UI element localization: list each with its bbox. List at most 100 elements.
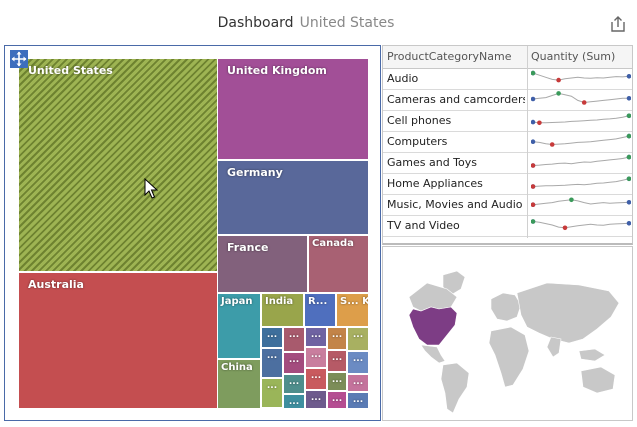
treemap-tile-item-23[interactable]: ... bbox=[305, 368, 327, 390]
treemap-tile-united-kingdom[interactable]: United Kingdom bbox=[217, 58, 369, 160]
quantity-sparkline bbox=[531, 219, 631, 231]
treemap-tile-item-27[interactable]: ... bbox=[305, 390, 327, 409]
world-map bbox=[408, 270, 620, 414]
treemap-tile-label: ... bbox=[310, 350, 322, 360]
product-grid[interactable]: ProductCategoryName Quantity (Sum) Audio… bbox=[382, 45, 633, 245]
sparkline-end-point bbox=[626, 96, 631, 101]
treemap-tile-label: ... bbox=[266, 330, 278, 340]
sparkline-line bbox=[532, 115, 630, 124]
sparkline-low-point bbox=[531, 163, 536, 168]
world-landmass bbox=[408, 270, 620, 414]
grid-row[interactable]: Music, Movies and Audio B... bbox=[383, 194, 632, 216]
treemap-tile-label: ... bbox=[288, 355, 300, 365]
treemap-tile-label: India bbox=[265, 296, 294, 307]
header-product-category[interactable]: ProductCategoryName bbox=[387, 50, 512, 63]
treemap-tile-label: ... bbox=[310, 371, 322, 381]
treemap-tile-item-20[interactable]: ... bbox=[347, 351, 369, 374]
treemap-tile-item-25[interactable]: ... bbox=[347, 374, 369, 392]
treemap-tile-label: ... bbox=[266, 351, 278, 361]
treemap-tile-label: ... bbox=[266, 381, 278, 391]
sparkline-start-point bbox=[531, 119, 536, 125]
product-category-cell: Music, Movies and Audio B... bbox=[387, 198, 525, 211]
treemap-tile-label: China bbox=[221, 362, 253, 373]
treemap-tile-item-16[interactable]: ... bbox=[261, 348, 283, 378]
header-quantity-sum[interactable]: Quantity (Sum) bbox=[531, 50, 616, 63]
treemap-tile-label: R... bbox=[308, 296, 328, 307]
sparkline-end-point bbox=[626, 74, 631, 79]
grid-row[interactable]: Cameras and camcorders bbox=[383, 89, 632, 111]
dashboard-title: Dashboard United States bbox=[0, 15, 612, 31]
treemap-tile-label: Germany bbox=[227, 166, 283, 179]
treemap-tile-germany[interactable]: Germany bbox=[217, 160, 369, 235]
treemap-tile-item-17[interactable]: ... bbox=[283, 352, 305, 374]
treemap-tile-item-11[interactable]: ... bbox=[261, 327, 283, 348]
grid-column-divider bbox=[527, 46, 528, 238]
grid-row[interactable]: Games and Toys bbox=[383, 152, 632, 174]
grid-row[interactable]: Home Appliances bbox=[383, 173, 632, 195]
sparkline-low-point bbox=[531, 202, 536, 207]
treemap-tile-canada[interactable]: Canada bbox=[308, 235, 369, 293]
treemap-tile-item-21[interactable]: ... bbox=[261, 378, 283, 408]
treemap-tile-france[interactable]: France bbox=[217, 235, 308, 293]
treemap-tile-label: ... bbox=[352, 354, 364, 364]
world-map-panel[interactable] bbox=[382, 246, 633, 421]
product-category-cell: Home Appliances bbox=[387, 177, 483, 190]
treemap-tile-india[interactable]: India bbox=[261, 293, 304, 327]
treemap-tile-item-28[interactable]: ... bbox=[327, 391, 347, 409]
sparkline-high-point bbox=[556, 91, 561, 96]
grid-row[interactable]: TV and Video bbox=[383, 215, 632, 237]
treemap-tile-label: ... bbox=[352, 330, 364, 340]
quantity-sparkline bbox=[531, 197, 631, 207]
sparkline-low-point bbox=[581, 100, 587, 105]
treemap-tile-item-29[interactable]: ... bbox=[347, 392, 369, 409]
treemap-tile-item-13[interactable]: ... bbox=[305, 327, 327, 347]
quantity-sparkline bbox=[531, 91, 631, 105]
sparkline-line bbox=[532, 72, 630, 81]
sparkline-high-point bbox=[531, 219, 536, 224]
grid-row[interactable]: Audio bbox=[383, 68, 632, 90]
treemap-tile-label: S... K... bbox=[340, 296, 368, 307]
treemap-panel[interactable]: United States United Kingdom Germany France… bbox=[4, 45, 381, 421]
product-category-cell: Cameras and camcorders bbox=[387, 93, 525, 106]
treemap-tile-item-15[interactable]: ... bbox=[347, 327, 369, 351]
treemap-tile-label: ... bbox=[288, 377, 300, 387]
treemap-tile-label: ... bbox=[288, 397, 300, 407]
product-category-cell: Games and Toys bbox=[387, 156, 477, 169]
sparkline-end-point bbox=[626, 221, 631, 226]
sparkline-line bbox=[532, 135, 630, 146]
treemap-tile-label: ... bbox=[310, 393, 322, 403]
treemap-tile-item-26[interactable]: ... bbox=[283, 394, 305, 409]
grid-row[interactable]: Computers bbox=[383, 131, 632, 153]
treemap-tile-item-22[interactable]: ... bbox=[283, 374, 305, 394]
quantity-sparkline bbox=[531, 113, 631, 126]
product-category-cell: Computers bbox=[387, 135, 448, 148]
sparkline-high-point bbox=[626, 113, 631, 119]
move-icon[interactable] bbox=[10, 50, 28, 68]
treemap-tile-item-14[interactable]: ... bbox=[327, 327, 347, 350]
treemap-tile-label: Australia bbox=[28, 278, 84, 291]
treemap-tile-label: ... bbox=[331, 394, 343, 404]
treemap-tile-item-19[interactable]: ... bbox=[327, 350, 347, 372]
grid-row[interactable]: Cell phones bbox=[383, 110, 632, 132]
treemap-tile-item-24[interactable]: ... bbox=[327, 372, 347, 391]
treemap-tile-label: ... bbox=[331, 330, 343, 340]
treemap-tile-item-12[interactable]: ... bbox=[283, 327, 305, 352]
treemap-tile-united-states[interactable]: United States bbox=[18, 58, 218, 272]
treemap-tile-r[interactable]: R... bbox=[304, 293, 336, 327]
treemap-tile-australia[interactable]: Australia bbox=[18, 272, 218, 409]
us-highlight[interactable] bbox=[408, 306, 458, 346]
treemap-tile-japan[interactable]: Japan bbox=[217, 293, 261, 359]
grid-header: ProductCategoryName Quantity (Sum) bbox=[383, 46, 632, 69]
share-export-icon[interactable] bbox=[608, 14, 628, 34]
treemap-tile-label: ... bbox=[288, 330, 300, 340]
treemap-tile-item-18[interactable]: ... bbox=[305, 347, 327, 368]
treemap-tile-label: United Kingdom bbox=[227, 64, 327, 77]
mouse-pointer-icon bbox=[144, 178, 159, 199]
sparkline-low-point bbox=[537, 120, 542, 126]
sparkline-high-point bbox=[531, 70, 536, 76]
treemap-tile-label: ... bbox=[331, 353, 343, 363]
treemap-tile-china[interactable]: China bbox=[217, 359, 261, 409]
treemap-tile-s-k[interactable]: S... K... bbox=[336, 293, 369, 327]
dashboard-title-bar: Dashboard United States bbox=[0, 0, 637, 44]
sparkline-start-point bbox=[531, 139, 536, 144]
